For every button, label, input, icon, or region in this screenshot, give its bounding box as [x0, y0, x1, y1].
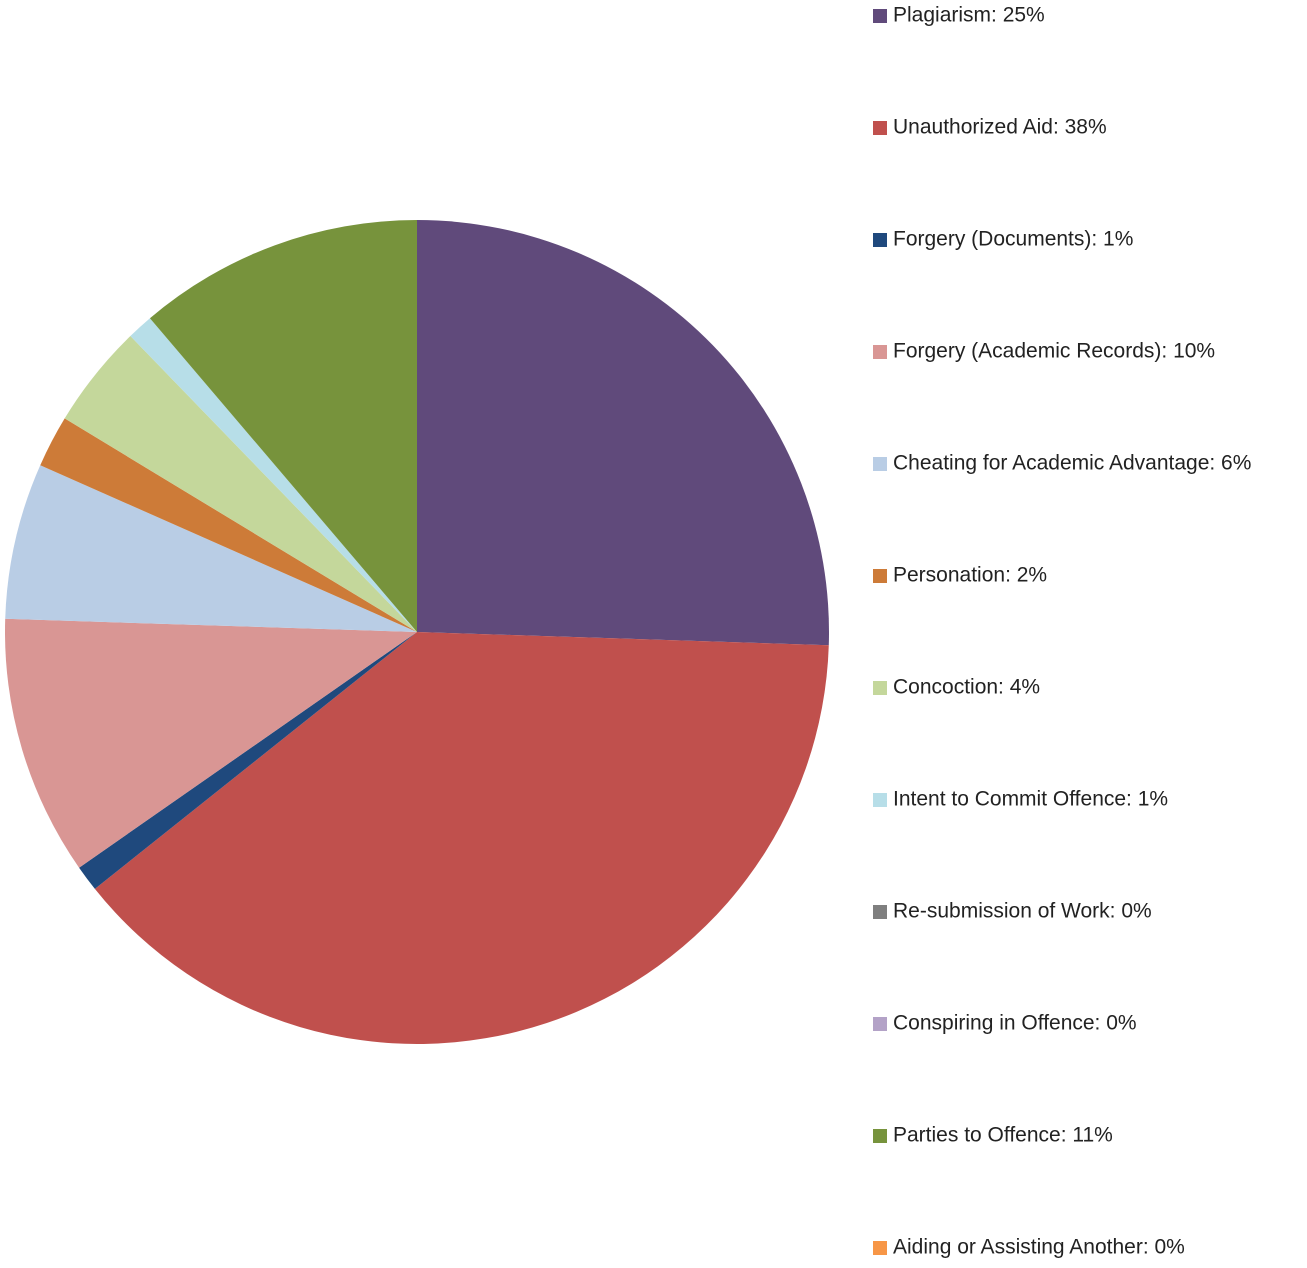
pie-slice [130, 318, 417, 632]
legend-swatch [873, 681, 887, 695]
legend-label: Forgery (Academic Records): 10% [893, 340, 1215, 363]
pie-slice [417, 220, 829, 646]
legend-swatch [873, 1129, 887, 1143]
legend-label: Plagiarism: 25% [893, 4, 1045, 27]
legend-label: Aiding or Assisting Another: 0% [893, 1236, 1185, 1259]
legend-label: Personation: 2% [893, 564, 1047, 587]
legend-swatch [873, 345, 887, 359]
legend-swatch [873, 569, 887, 583]
legend-swatch [873, 457, 887, 471]
pie-slice [149, 220, 417, 632]
legend-swatch [873, 1241, 887, 1255]
pie-slice [5, 618, 418, 868]
legend-swatch [873, 905, 887, 919]
pie-slice [5, 465, 418, 632]
legend-label: Conspiring in Offence: 0% [893, 1012, 1137, 1035]
legend-label: Cheating for Academic Advantage: 6% [893, 452, 1251, 475]
legend-label: Re-submission of Work: 0% [893, 900, 1152, 923]
pie-slice [64, 336, 417, 632]
legend-swatch [873, 793, 887, 807]
legend-swatch [873, 1017, 887, 1031]
legend-swatch [873, 9, 887, 23]
legend-swatch [873, 233, 887, 247]
legend-label: Parties to Offence: 11% [893, 1124, 1113, 1147]
pie-slice [94, 632, 829, 1044]
legend-label: Forgery (Documents): 1% [893, 228, 1133, 251]
legend-label: Concoction: 4% [893, 676, 1040, 699]
pie-slice [79, 632, 418, 889]
legend-label: Unauthorized Aid: 38% [893, 116, 1107, 139]
pie-slice [40, 418, 418, 632]
legend-swatch [873, 121, 887, 135]
legend-label: Intent to Commit Offence: 1% [893, 788, 1168, 811]
